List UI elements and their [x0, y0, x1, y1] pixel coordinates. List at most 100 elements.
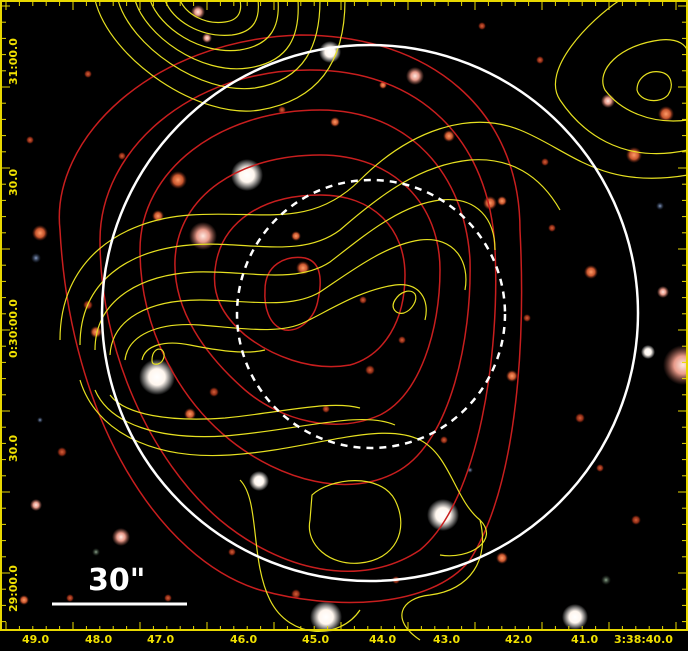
yellow-contour-level	[94, 0, 346, 112]
bright-star	[427, 499, 459, 531]
galaxy	[164, 594, 172, 602]
outer-aperture-circle	[100, 43, 640, 583]
star	[601, 94, 615, 108]
yellow-contour-level	[134, 0, 299, 70]
ra-tick-label: 42.0	[505, 633, 532, 646]
yellow-contour-level	[141, 342, 266, 361]
sources-layer	[19, 5, 688, 633]
ra-tick-label: 44.0	[369, 633, 396, 646]
galaxy	[365, 365, 375, 375]
galaxy	[596, 464, 604, 472]
galaxy	[57, 447, 67, 457]
galaxy	[626, 147, 642, 163]
galaxy	[478, 22, 486, 30]
star	[406, 67, 424, 85]
galaxy	[19, 595, 29, 605]
inner-aperture-dashed-circle	[235, 178, 507, 450]
yellow-contour-level	[109, 394, 361, 420]
star	[191, 5, 205, 19]
red-contours	[58, 34, 523, 604]
red-contour-level	[58, 34, 523, 604]
dec-axis-labels: 31:00.0 30.0 0:30:00.0 30.0 29:00.0	[7, 38, 20, 612]
dec-tick-label: 29:00.0	[7, 565, 20, 612]
galaxy	[483, 196, 497, 210]
galaxy	[184, 408, 196, 420]
yellow-contour-level	[124, 284, 427, 361]
galaxy	[118, 152, 126, 160]
galaxy	[548, 224, 556, 232]
yellow-contour-level	[401, 519, 484, 641]
red-contour-level	[264, 256, 321, 331]
ra-tick-label: 45.0	[302, 633, 329, 646]
galaxy	[658, 106, 674, 122]
yellow-contour-level	[636, 71, 672, 102]
galaxy	[631, 515, 641, 525]
galaxy	[291, 589, 301, 599]
galaxy	[506, 370, 518, 382]
ra-axis-labels: 49.0 48.0 47.0 46.0 45.0 44.0 43.0 42.0 …	[22, 633, 673, 646]
ra-tick-label: 3:38:40.0	[614, 633, 673, 646]
bright-star	[249, 471, 269, 491]
galaxy	[398, 336, 406, 344]
yellow-contour-level	[109, 239, 467, 356]
galaxy	[575, 413, 585, 423]
dec-tick-label: 30.0	[7, 169, 20, 196]
dec-tick-label: 0:30:00.0	[7, 299, 20, 358]
bright-star	[310, 601, 342, 633]
galaxy	[228, 548, 236, 556]
galaxy	[330, 117, 340, 127]
yellow-contour-level	[149, 0, 279, 52]
galaxy	[359, 296, 367, 304]
yellow-contour-level	[179, 0, 242, 24]
ra-tick-label: 47.0	[147, 633, 174, 646]
yellow-contour-level	[59, 121, 688, 341]
faint-source	[92, 548, 100, 556]
galaxy	[32, 225, 48, 241]
yellow-contour-level	[79, 379, 487, 557]
galaxy	[584, 265, 598, 279]
galaxy	[523, 314, 531, 322]
yellow-contour-level	[308, 480, 402, 564]
galaxy	[536, 56, 544, 64]
yellow-contour-level	[94, 199, 496, 351]
galaxy	[291, 231, 301, 241]
image-frame	[0, 0, 688, 631]
galaxy	[169, 171, 187, 189]
yellow-contour-level	[554, 0, 688, 155]
bright-star	[139, 359, 175, 395]
faint-source	[601, 575, 611, 585]
bright-star	[231, 159, 263, 191]
galaxy	[90, 326, 102, 338]
scale-bar: 30"	[52, 563, 187, 606]
red-contour-level	[213, 194, 406, 368]
yellow-contour-level	[602, 39, 688, 122]
star	[657, 286, 669, 298]
ra-tick-label: 41.0	[571, 633, 598, 646]
red-contour-level	[139, 109, 471, 486]
faint-source	[656, 202, 664, 210]
star	[641, 345, 655, 359]
yellow-contour-level	[117, 0, 321, 90]
bright-star	[663, 345, 688, 385]
galaxy	[26, 136, 34, 144]
star	[202, 33, 212, 43]
ra-tick-label: 49.0	[22, 633, 49, 646]
star	[112, 528, 130, 546]
bright-star	[319, 41, 341, 63]
galaxy	[322, 405, 330, 413]
scale-bar-label: 30"	[88, 563, 145, 598]
faint-source	[37, 417, 43, 423]
red-contour-level	[99, 69, 497, 573]
galaxy	[209, 387, 219, 397]
yellow-contour-level	[164, 0, 259, 36]
yellow-contours	[59, 0, 688, 641]
dec-tick-label: 30.0	[7, 435, 20, 462]
ra-tick-label: 48.0	[85, 633, 112, 646]
galaxy	[66, 594, 74, 602]
faint-source	[31, 253, 41, 263]
galaxy	[496, 552, 508, 564]
galaxy	[84, 70, 92, 78]
ra-tick-label: 46.0	[230, 633, 257, 646]
